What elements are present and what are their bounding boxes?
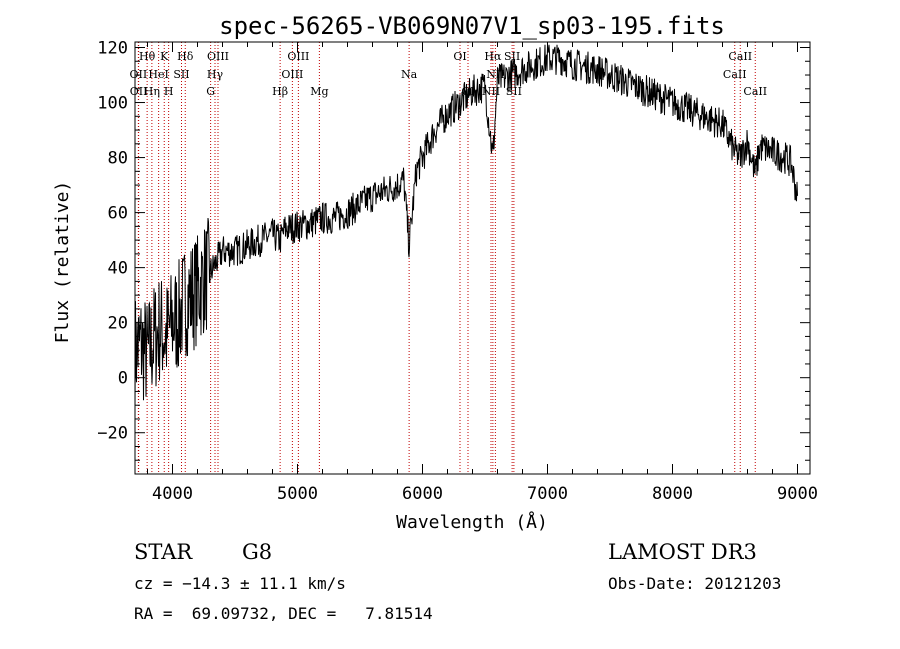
- line-label-4: OIII: [287, 50, 309, 63]
- ra-dec-coordinates: RA = 69.09732, DEC = 7.81514: [134, 604, 433, 623]
- line-label-17: OII: [130, 85, 148, 98]
- line-label-12: Hγ: [207, 68, 224, 81]
- x-tick-label-7000: 7000: [527, 484, 568, 504]
- spectrum-line: [134, 44, 798, 409]
- x-tick-label-8000: 8000: [652, 484, 693, 504]
- y-axis-label: Flux (relative): [52, 181, 73, 344]
- survey-name: LAMOST DR3: [608, 540, 757, 564]
- y-tick-label-80: 80: [108, 149, 128, 169]
- plot-frame: [134, 41, 811, 475]
- line-label-26: CaII: [743, 85, 767, 98]
- line-label-21: Hβ: [272, 85, 288, 98]
- line-label-16: CaII: [723, 68, 747, 81]
- y-tick-label-120: 120: [97, 39, 128, 59]
- line-label-2: Hδ: [177, 50, 194, 63]
- y-tick-label-20: 20: [108, 314, 128, 334]
- object-class: STAR: [134, 540, 193, 564]
- line-label-9: OII: [130, 68, 148, 81]
- line-label-7: SII: [504, 50, 520, 63]
- x-tick-label-5000: 5000: [277, 484, 318, 504]
- x-tick-label-4000: 4000: [152, 484, 193, 504]
- line-label-14: Na: [401, 68, 418, 81]
- spectral-line-markers: [137, 42, 756, 474]
- y-tick-label-40: 40: [108, 259, 128, 279]
- line-label-0: Hθ: [139, 50, 156, 63]
- line-label-19: H: [164, 85, 174, 98]
- y-tick-label-0: 0: [118, 369, 128, 389]
- redshift-velocity: cz = −14.3 ± 11.1 km/s: [134, 574, 346, 593]
- x-tick-label-6000: 6000: [402, 484, 443, 504]
- line-label-3: OIII: [207, 50, 229, 63]
- line-label-5: OI: [453, 50, 466, 63]
- observation-date: Obs-Date: 20121203: [608, 574, 782, 593]
- line-label-22: Mg: [310, 85, 328, 98]
- object-subclass: G8: [242, 540, 273, 564]
- x-axis-label: Wavelength (Å): [396, 511, 548, 533]
- chart-title: spec-56265-VB069N07V1_sp03-195.fits: [219, 12, 725, 40]
- line-label-13: OIII: [281, 68, 303, 81]
- y-axis-ticks: −20 0 20 40 60 80 100 120: [97, 39, 810, 461]
- line-label-6: Hα: [484, 50, 502, 63]
- line-label-1: K: [160, 50, 169, 63]
- x-axis-ticks: 4000 5000 6000 7000 8000 9000: [147, 42, 818, 504]
- line-label-20: G: [206, 85, 215, 98]
- line-label-10: HeI: [148, 68, 168, 81]
- y-tick-label-60: 60: [108, 204, 128, 224]
- line-label-8: CaII: [728, 50, 752, 63]
- x-tick-label-9000: 9000: [777, 484, 818, 504]
- y-tick-label-100: 100: [97, 94, 128, 114]
- line-label-18: Hη: [144, 85, 160, 98]
- y-tick-label--20: −20: [97, 424, 128, 444]
- line-label-11: SII: [173, 68, 189, 81]
